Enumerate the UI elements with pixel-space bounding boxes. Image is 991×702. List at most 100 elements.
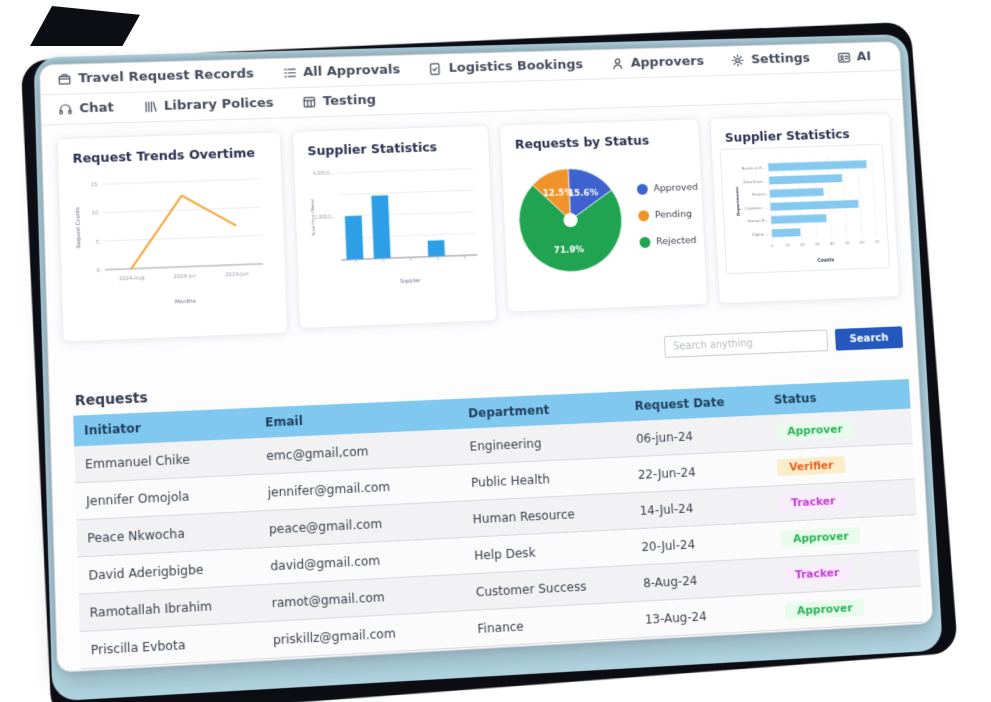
chart-card-supplier-bar: Supplier Statistics 1,000.0... 4,000.0...… [291,124,498,329]
pie-legend: Approved Pending Rejected [636,174,701,256]
library-icon [142,99,158,114]
table-icon [302,94,318,109]
svg-text:Total Price (Naira): Total Price (Naira) [309,198,315,236]
search-input[interactable] [663,329,829,358]
svg-text:60: 60 [860,240,865,245]
svg-text:12.5%: 12.5% [543,188,574,199]
svg-text:40: 40 [830,241,836,246]
line-chart: 0 5 10 15 2024-Aug 2024-Jul 2024-Jun Months Requ… [67,163,278,315]
nav-item-all-approvals[interactable]: All Approvals [282,62,401,80]
status-badge: Approver [775,419,855,441]
pie-chart: 15.6% 71.9% 12.5% [510,152,640,286]
chart-title: Request Trends Overtime [72,145,256,166]
legend-label: Approved [653,182,699,195]
svg-text:Request Counts: Request Counts [75,207,82,249]
legend-item-approved: Approved [636,182,699,195]
svg-text:0: 0 [97,268,101,274]
chart-title: Requests by Status [514,132,650,152]
chart-card-supplier-hbar: Supplier Statistics 0 10 20 30 40 50 60 70 Busin… [709,112,901,305]
nav-item-settings[interactable]: Settings [731,51,811,68]
svg-text:30: 30 [815,241,821,246]
nav-item-approvers[interactable]: Approvers [610,54,704,71]
department-cell: Finance [466,601,636,648]
svg-text:4,000.0...: 4,000.0... [312,171,333,178]
svg-text:Human R...: Human R... [747,218,768,224]
nav-item-chat[interactable]: Chat [57,100,114,117]
svg-text:1,000.0...: 1,000.0... [314,214,335,221]
status-badge: Approver [780,526,861,548]
svg-text:Business E...: Business E... [742,165,766,171]
list-check-icon [282,65,298,80]
nav-item-label: Settings [750,51,811,68]
horizontal-bar-chart: 0 10 20 30 40 50 60 70 Business E... Data Econ...… [719,143,890,275]
legend-dot [636,183,649,195]
svg-text:10: 10 [91,211,98,217]
status-badge: Verifier [776,456,846,477]
svg-text:Counts: Counts [817,257,834,263]
svg-text:71.9%: 71.9% [554,245,585,256]
bar-chart: 1,000.0... 4,000.0... Supplier Total Price … [302,157,487,295]
users-icon [610,56,625,71]
nav-item-label: Logistics Bookings [448,57,584,76]
nav-item-label: Chat [79,100,115,117]
clipboard-check-icon [428,61,444,76]
svg-text:Digital ...: Digital ... [752,231,769,236]
svg-text:Data Econ...: Data Econ... [743,178,766,184]
svg-text:2024-Jul: 2024-Jul [173,274,195,281]
nav-item-library-polices[interactable]: Library Polices [142,96,274,115]
request-date-cell: 13-Aug-24 [634,594,777,638]
nav-item-ai[interactable]: AI [836,49,871,64]
primary-nav: Travel Request Records All Approvals Logis… [39,41,901,96]
legend-label: Rejected [656,235,697,248]
charts-row: Request Trends Overtime 0 5 10 15 2024-Aug 20… [42,100,915,350]
nav-item-label: Library Polices [163,95,274,114]
chart-title: Supplier Statistics [307,139,438,159]
status-cell: Approver [774,586,923,631]
gear-icon [731,53,746,68]
id-card-icon [836,50,851,65]
headset-icon [57,102,73,117]
nav-item-travel-request-records[interactable]: Travel Request Records [57,66,255,87]
background-artifact [30,6,140,46]
legend-dot [639,236,651,248]
legend-dot [638,210,650,222]
nav-item-label: Travel Request Records [78,66,255,87]
svg-text:Departments: Departments [734,186,740,216]
legend-label: Pending [654,208,693,221]
nav-item-logistics-bookings[interactable]: Logistics Bookings [428,57,584,76]
search-button[interactable]: Search [834,326,904,351]
svg-text:50: 50 [845,240,850,245]
svg-text:70: 70 [874,239,879,244]
nav-item-label: Testing [322,92,377,110]
svg-text:Customer ...: Customer ... [744,205,767,211]
briefcase-icon [57,72,73,87]
nav-item-testing[interactable]: Testing [302,92,377,110]
legend-item-rejected: Rejected [639,235,701,248]
dashboard-window: Travel Request Records All Approvals Logis… [38,40,934,673]
svg-text:Supplier: Supplier [400,278,422,285]
svg-text:20: 20 [800,242,806,247]
status-badge: Tracker [782,563,852,584]
chart-title: Supplier Statistics [724,126,850,145]
svg-text:2024-Aug: 2024-Aug [119,276,145,283]
svg-text:15.6%: 15.6% [568,189,599,200]
chart-card-request-trends: Request Trends Overtime 0 5 10 15 2024-Aug 20… [56,131,289,343]
secondary-nav: Chat Library Polices Testing [40,70,903,126]
chart-card-requests-by-status: Requests by Status 15.6% 71.9% 12.5% Appro… [499,118,709,313]
svg-text:Months: Months [175,298,196,305]
svg-text:2024-Jun: 2024-Jun [225,272,249,279]
svg-text:15: 15 [90,182,97,188]
nav-item-label: AI [856,49,872,65]
status-badge: Approver [784,598,865,621]
nav-item-label: Approvers [630,54,705,71]
requests-table: Initiator Email Department Request Date Stat… [73,379,923,669]
status-badge: Tracker [778,491,848,513]
tilted-composition: Travel Request Records All Approvals Logis… [20,21,959,702]
svg-text:10: 10 [785,242,791,247]
legend-item-pending: Pending [638,208,700,222]
svg-text:0: 0 [771,243,774,248]
svg-text:Finance: Finance [752,191,767,196]
nav-item-label: All Approvals [302,62,401,80]
svg-text:5: 5 [96,239,100,245]
